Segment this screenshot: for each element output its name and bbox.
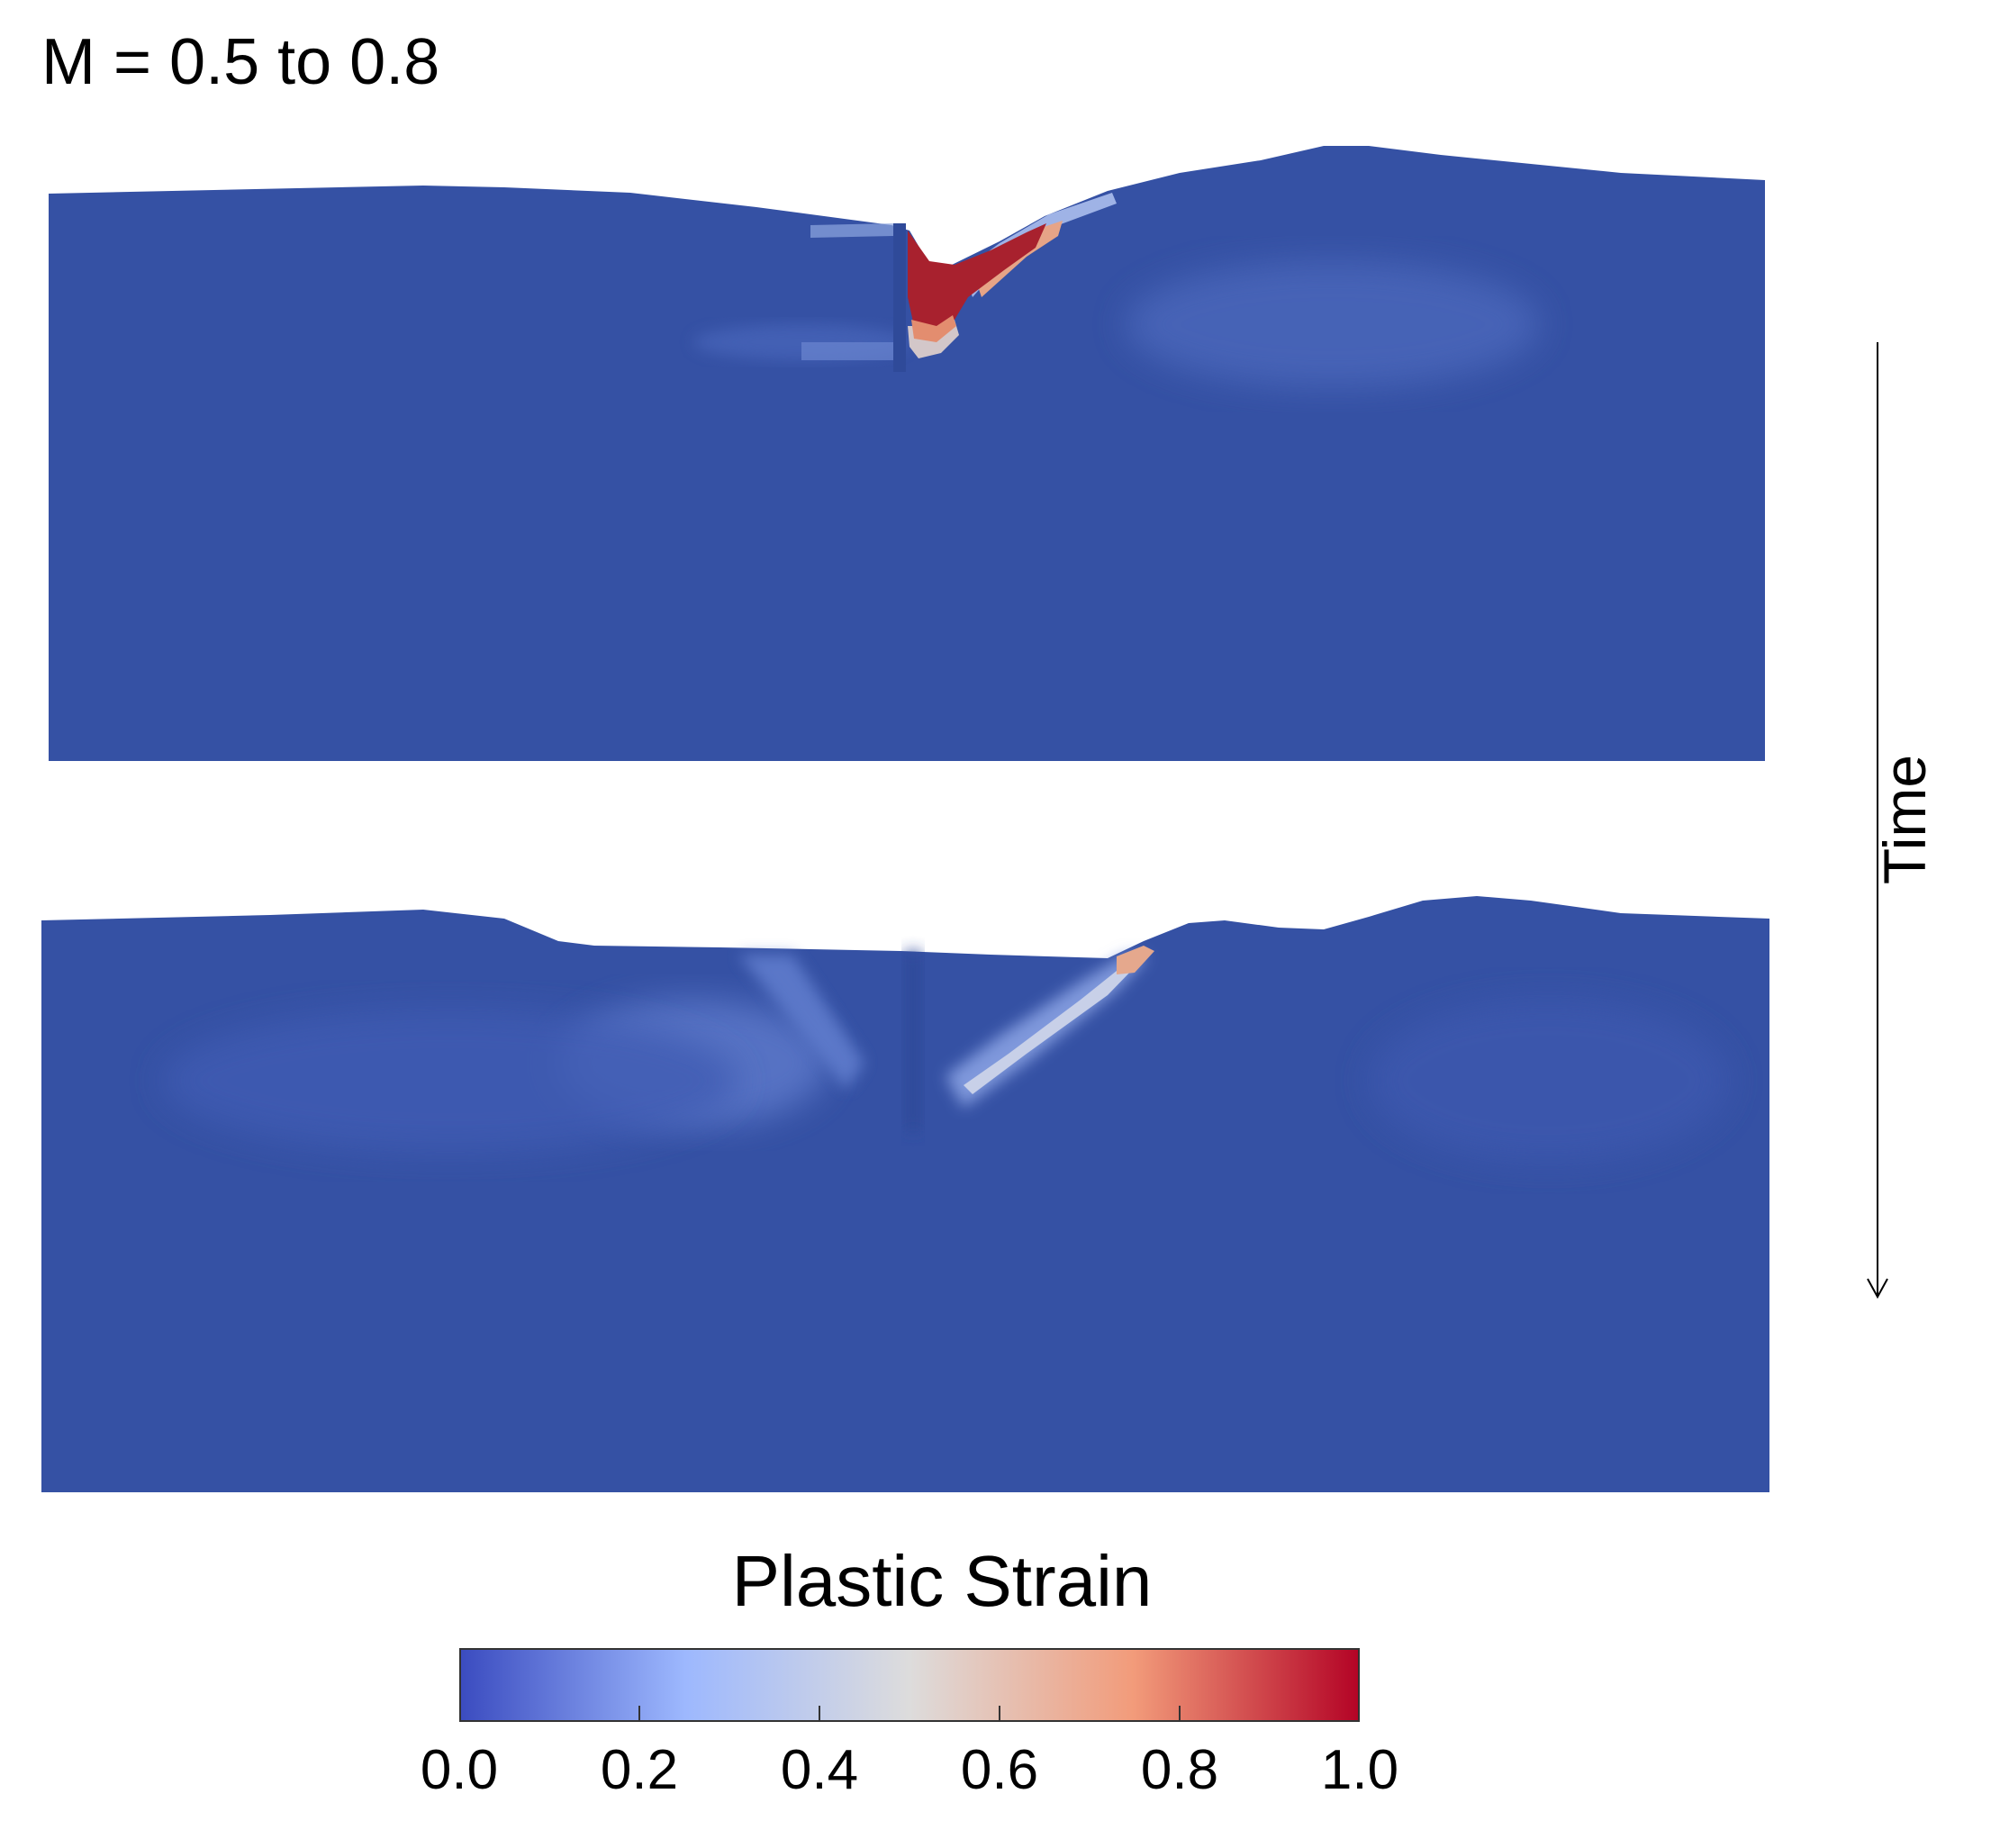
figure-title: M = 0.5 to 0.8 bbox=[41, 26, 440, 98]
diffuse-strain-zone-c bbox=[1369, 1000, 1729, 1162]
deformed-slab-top bbox=[49, 146, 1765, 761]
colorbar-tick-mark bbox=[1179, 1706, 1181, 1722]
shear-band-tip bbox=[1117, 946, 1154, 974]
notch-line-late bbox=[905, 951, 921, 1131]
colorbar-title: Plastic Strain bbox=[731, 1541, 1153, 1621]
colorbar bbox=[459, 1648, 1360, 1722]
diffuse-strain-zone-b bbox=[162, 1009, 738, 1153]
colorbar-tick-label: 1.0 bbox=[1320, 1739, 1399, 1801]
conjugate-band-left bbox=[738, 955, 864, 1090]
panel-late-state bbox=[41, 896, 1769, 1492]
notch-shadow bbox=[810, 223, 893, 238]
colorbar-tick-label: 0.0 bbox=[420, 1739, 499, 1801]
notch-shadow-lower bbox=[801, 342, 893, 360]
colorbar-tick-mark bbox=[999, 1706, 1000, 1722]
colorbar-tick-label: 0.4 bbox=[780, 1739, 859, 1801]
colorbar-tick-mark bbox=[819, 1706, 820, 1722]
notch-line bbox=[893, 223, 906, 372]
time-arrow bbox=[1867, 342, 1888, 1300]
colorbar-tick-label: 0.8 bbox=[1140, 1739, 1219, 1801]
plastic-hinge-max bbox=[908, 223, 1046, 333]
colorbar-tick-label: 0.6 bbox=[960, 1739, 1039, 1801]
diffuse-strain-zone bbox=[1126, 261, 1540, 387]
plastic-hinge-rim-orange bbox=[911, 315, 956, 342]
colorbar-tick-label: 0.2 bbox=[600, 1739, 679, 1801]
time-label: Time bbox=[1871, 754, 1938, 885]
shear-band-main-core bbox=[964, 964, 1136, 1094]
colorbar-tick-mark bbox=[638, 1706, 640, 1722]
panel-early-state bbox=[49, 146, 1765, 761]
